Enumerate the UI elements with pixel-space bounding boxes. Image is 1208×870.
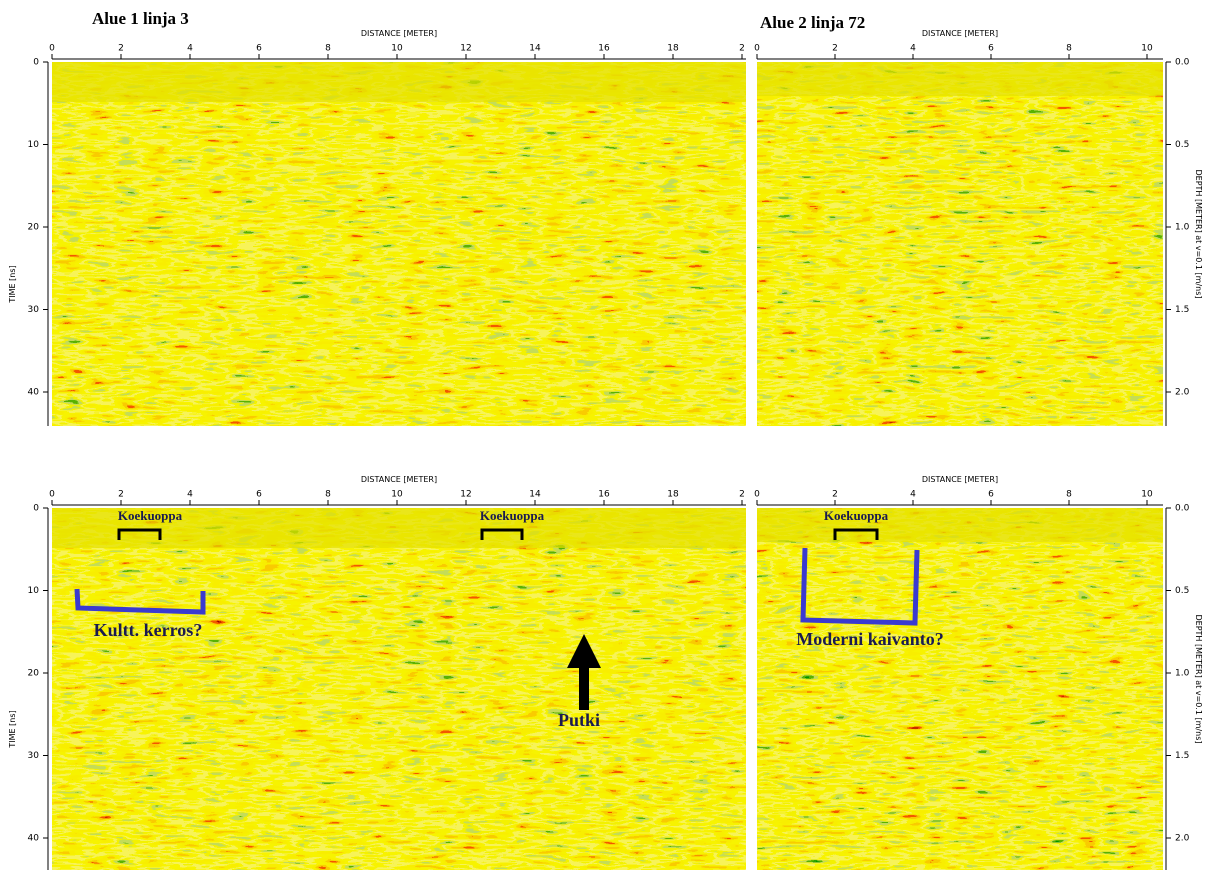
x-tick-label: 2 — [739, 490, 745, 500]
x-tick-label: 18 — [667, 44, 679, 54]
annotation: Putki — [558, 710, 600, 730]
bracket — [117, 528, 162, 540]
y-tick-label: 0.0 — [1175, 504, 1190, 514]
x-tick-label: 4 — [910, 490, 916, 500]
y-axis-label: TIME [ns] — [8, 265, 17, 303]
x-tick-label: 16 — [598, 44, 610, 54]
y-tick-label: 30 — [28, 305, 40, 315]
x-tick-label: 12 — [460, 490, 471, 500]
y-tick-label: 0 — [33, 504, 39, 514]
y-tick-label: 0.5 — [1175, 586, 1189, 596]
x-tick-label: 2 — [118, 490, 124, 500]
y-tick-label: 1.5 — [1175, 305, 1189, 315]
x-tick-label: 2 — [832, 44, 838, 54]
x-tick-label: 4 — [187, 44, 193, 54]
x-tick-label: 12 — [460, 44, 471, 54]
y-tick-label: 0.0 — [1175, 58, 1190, 68]
radargram — [757, 508, 1163, 870]
radargram — [52, 508, 746, 870]
bracket — [833, 528, 879, 540]
y-axis-label: TIME [ns] — [8, 710, 17, 748]
x-axis-label: DISTANCE [METER] — [922, 475, 998, 484]
x-axis-label: DISTANCE [METER] — [361, 29, 437, 38]
y-tick-label: 30 — [28, 751, 40, 761]
x-tick-label: 6 — [988, 490, 994, 500]
y-tick-label: 20 — [28, 669, 40, 679]
x-tick-label: 10 — [391, 44, 403, 54]
radargram-images — [52, 62, 1163, 870]
x-tick-label: 0 — [49, 490, 55, 500]
x-tick-label: 8 — [1066, 490, 1072, 500]
arrow-head — [567, 634, 601, 668]
x-tick-label: 10 — [1141, 44, 1153, 54]
y-tick-label: 1.0 — [1175, 223, 1190, 233]
surface-band — [757, 508, 1163, 542]
x-tick-label: 8 — [1066, 44, 1072, 54]
x-tick-label: 8 — [325, 44, 331, 54]
x-tick-label: 14 — [529, 490, 541, 500]
y-tick-label: 40 — [28, 834, 40, 844]
x-tick-label: 18 — [667, 490, 679, 500]
y-tick-label: 2.0 — [1175, 834, 1190, 844]
annotation: Moderni kaivanto? — [796, 629, 944, 649]
x-tick-label: 14 — [529, 44, 541, 54]
x-tick-label: 4 — [910, 44, 916, 54]
x-axis-label: DISTANCE [METER] — [922, 29, 998, 38]
radargram — [757, 62, 1163, 426]
x-tick-label: 0 — [49, 44, 55, 54]
x-tick-label: 10 — [391, 490, 403, 500]
bracket — [480, 528, 524, 540]
surface-band — [757, 62, 1163, 96]
radargram — [52, 62, 746, 426]
annotation: Kultt. kerros? — [94, 620, 203, 640]
x-tick-label: 2 — [118, 44, 124, 54]
y-tick-label: 10 — [28, 140, 40, 150]
x-tick-label: 6 — [256, 490, 262, 500]
y-tick-label: 0.5 — [1175, 140, 1189, 150]
annotation: Koekuoppa — [118, 508, 183, 523]
surface-band — [52, 508, 746, 548]
annotation: Koekuoppa — [480, 508, 545, 523]
x-tick-label: 2 — [832, 490, 838, 500]
y-tick-label: 1.5 — [1175, 751, 1189, 761]
x-tick-label: 4 — [187, 490, 193, 500]
x-tick-label: 10 — [1141, 490, 1153, 500]
x-axis-label: DISTANCE [METER] — [361, 475, 437, 484]
layer-bracket — [74, 588, 206, 615]
annotation: Koekuoppa — [824, 508, 889, 523]
x-tick-label: 6 — [988, 44, 994, 54]
y-tick-label: 20 — [28, 223, 40, 233]
y-tick-label: 40 — [28, 388, 40, 398]
y-axis-label: DEPTH [METER] at v=0.1 [m/ns] — [1194, 170, 1203, 299]
annotations: Koekuoppa Koekuoppa Kultt. kerros? Putki… — [74, 508, 944, 730]
x-tick-label: 6 — [256, 44, 262, 54]
x-tick-label: 8 — [325, 490, 331, 500]
panel-title: Alue 2 linja 72 — [760, 13, 865, 32]
y-tick-label: 10 — [28, 586, 40, 596]
y-tick-label: 0 — [33, 58, 39, 68]
x-tick-label: 2 — [739, 44, 745, 54]
pit-bracket — [800, 547, 920, 626]
panel-title: Alue 1 linja 3 — [92, 9, 189, 28]
x-tick-label: 16 — [598, 490, 610, 500]
y-tick-label: 1.0 — [1175, 669, 1190, 679]
y-tick-label: 2.0 — [1175, 388, 1190, 398]
x-tick-label: 0 — [754, 44, 760, 54]
y-axis-label: DEPTH [METER] at v=0.1 [m/ns] — [1194, 615, 1203, 744]
surface-band — [52, 62, 746, 102]
x-tick-label: 0 — [754, 490, 760, 500]
arrow-shaft — [579, 666, 589, 710]
